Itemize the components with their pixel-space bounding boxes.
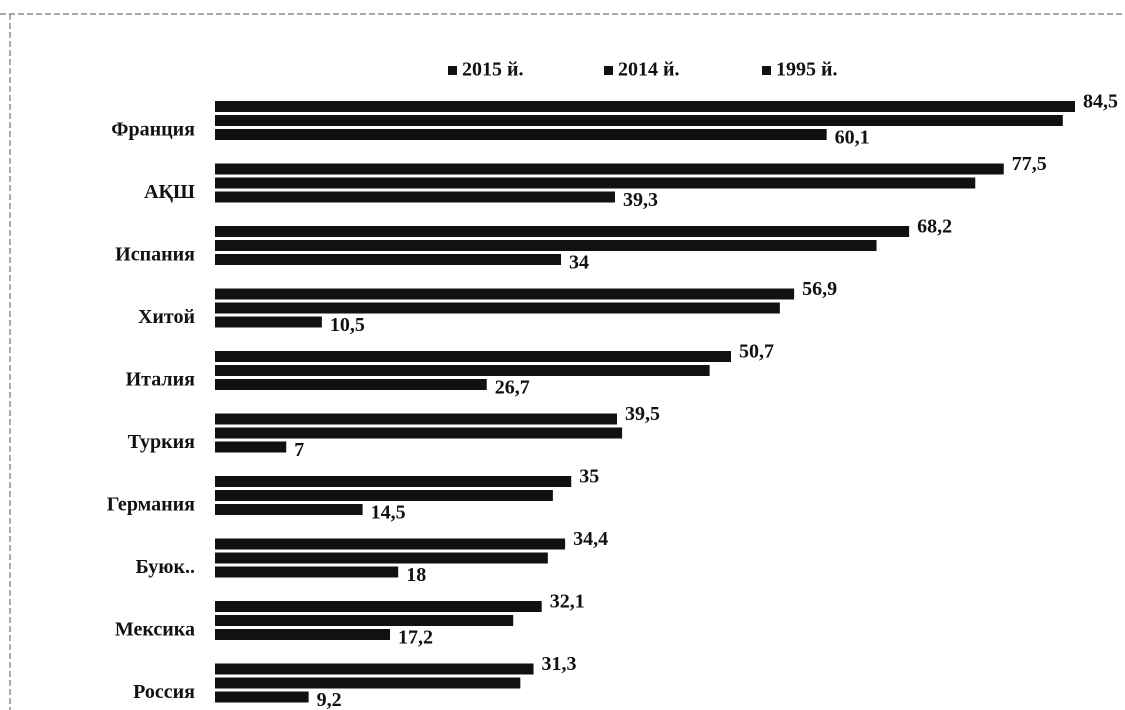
bar	[215, 566, 399, 578]
bar	[215, 115, 1063, 126]
bar	[215, 129, 827, 140]
y-tick-label: Буюк..	[135, 556, 195, 578]
y-tick-label: Испания	[115, 244, 195, 266]
data-label: 68,2	[917, 216, 952, 238]
y-tick-label: Туркия	[128, 431, 196, 453]
bar	[215, 601, 542, 612]
legend-swatch	[448, 66, 457, 75]
y-tick-label: Россия	[133, 681, 195, 703]
legend-label: 2014 й.	[618, 59, 680, 81]
bar	[215, 351, 731, 362]
bar	[215, 226, 910, 237]
bar	[215, 379, 487, 390]
data-label: 39,3	[623, 189, 658, 211]
bar	[215, 191, 615, 203]
y-tick-label: Италия	[126, 369, 196, 391]
data-label: 60,1	[835, 127, 870, 149]
bar	[215, 490, 553, 501]
bar	[215, 691, 309, 703]
data-label: 32,1	[550, 591, 585, 613]
bar	[215, 240, 877, 251]
data-label: 7	[294, 439, 304, 461]
bar	[215, 441, 287, 453]
data-label: 26,7	[495, 377, 530, 399]
y-tick-label: Германия	[107, 494, 195, 516]
bar	[215, 177, 976, 189]
data-label: 56,9	[802, 278, 837, 300]
bar	[215, 552, 548, 564]
bar	[215, 101, 1075, 112]
bar	[215, 316, 322, 328]
data-label: 31,3	[542, 653, 577, 675]
bar	[215, 677, 521, 689]
data-label: 17,2	[398, 627, 433, 649]
bar	[215, 302, 780, 314]
bar	[215, 629, 391, 640]
bar	[215, 427, 623, 439]
data-label: 10,5	[330, 314, 365, 336]
y-tick-label: АҚШ	[144, 181, 195, 203]
data-label: 34,4	[573, 528, 608, 550]
bar	[215, 365, 710, 376]
legend-swatch	[604, 66, 613, 75]
data-label: 9,2	[317, 689, 342, 710]
bar	[215, 163, 1004, 175]
data-label: 50,7	[739, 341, 774, 363]
legend-swatch	[762, 66, 771, 75]
bar	[215, 663, 534, 675]
data-label: 77,5	[1012, 153, 1047, 175]
bar	[215, 504, 363, 515]
data-label: 39,5	[625, 403, 660, 425]
data-label: 18	[406, 564, 426, 586]
bar	[215, 254, 562, 265]
legend-label: 2015 й.	[462, 59, 524, 81]
bar	[215, 476, 572, 487]
bar	[215, 615, 514, 626]
y-tick-label: Хитой	[138, 306, 195, 328]
bar	[215, 538, 566, 550]
data-label: 35	[579, 466, 599, 488]
bar	[215, 288, 795, 300]
data-label: 84,5	[1083, 91, 1118, 113]
y-tick-label: Франция	[111, 119, 195, 141]
data-label: 14,5	[371, 502, 406, 524]
y-tick-label: Мексика	[115, 619, 195, 641]
bar	[215, 413, 618, 425]
data-label: 34	[569, 252, 589, 274]
legend-label: 1995 й.	[776, 59, 838, 81]
